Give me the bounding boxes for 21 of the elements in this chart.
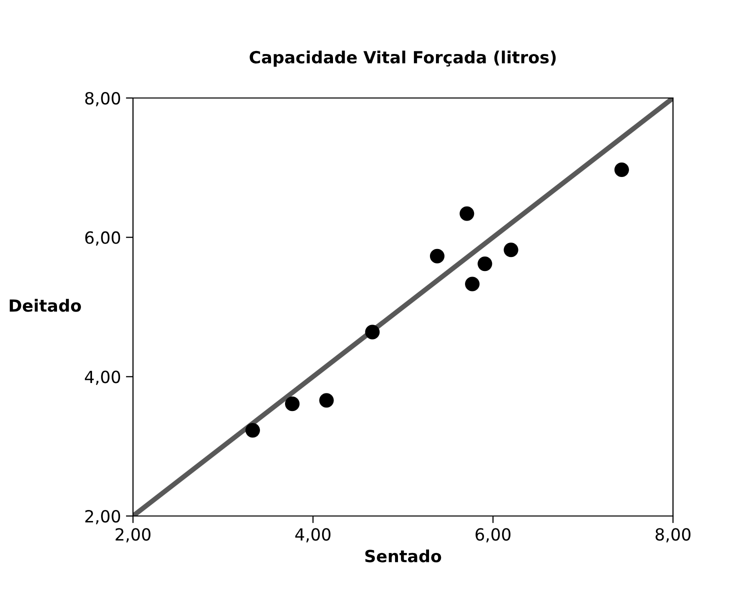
y-tick-label: 4,00 [84,370,120,385]
point [478,256,492,272]
y-tick-label: 2,00 [85,510,120,524]
x-tick-label: 4,00 [295,528,330,542]
point [319,393,334,408]
y-tick-label: 8,00 [85,92,120,106]
point [465,276,480,292]
point [460,206,474,221]
x-tick-label: 8,00 [656,528,690,542]
point [504,242,518,258]
chart-title: Capacidade Vital Forçada (litros) [250,50,556,67]
point [614,162,629,178]
y-axis-title: Deitado [10,298,81,312]
y-tick-label: 6,00 [85,231,120,246]
point [365,324,380,340]
x-tick-label: 6,00 [476,528,510,542]
x-tick-label: 2,00 [116,528,150,542]
point [245,423,260,438]
x-axis-title: Sentado [365,549,442,562]
point [430,248,444,264]
point [285,396,300,412]
